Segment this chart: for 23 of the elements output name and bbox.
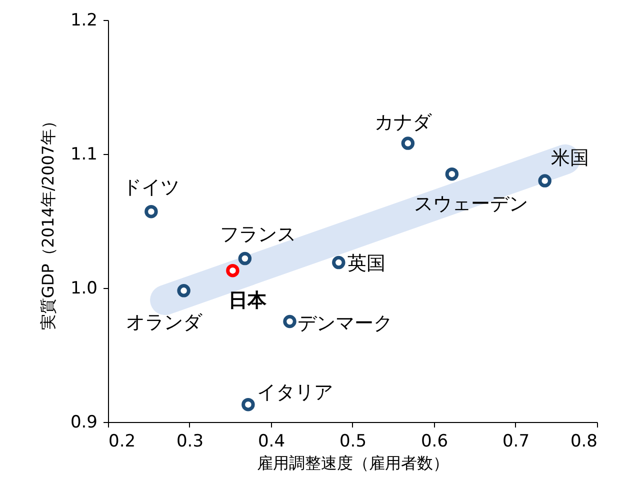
y-axis-title: 実質GDP（2014年/2007年） bbox=[38, 112, 58, 330]
annotation: カナダ bbox=[374, 111, 432, 134]
annotation: 日本 bbox=[228, 290, 268, 312]
annotation: イタリア bbox=[257, 382, 334, 404]
x-tick-label: 0.4 bbox=[258, 432, 286, 452]
annotation: ドイツ bbox=[122, 176, 180, 199]
x-tick-label: 0.5 bbox=[339, 432, 367, 452]
x-tick-label: 0.7 bbox=[502, 432, 530, 452]
x-tick-label: 0.6 bbox=[420, 432, 448, 452]
y-tick-label: 1.1 bbox=[70, 144, 98, 164]
annotation: フランス bbox=[220, 224, 296, 246]
y-tick-label: 0.9 bbox=[70, 412, 98, 432]
x-tick-label: 0.2 bbox=[108, 432, 136, 452]
annotation: オランダ bbox=[126, 312, 203, 334]
annotation: 米国 bbox=[550, 146, 589, 169]
annotation: デンマーク bbox=[298, 312, 393, 334]
annotation: 英国 bbox=[348, 252, 386, 275]
x-tick-label: 0.8 bbox=[570, 432, 598, 452]
y-tick-label: 1.0 bbox=[70, 278, 98, 298]
x-tick-label: 0.3 bbox=[176, 432, 204, 452]
x-axis-title: 雇用調整速度（雇用者数） bbox=[257, 454, 449, 472]
y-tick-label: 1.2 bbox=[70, 10, 98, 30]
annotation: スウェーデン bbox=[414, 193, 528, 216]
